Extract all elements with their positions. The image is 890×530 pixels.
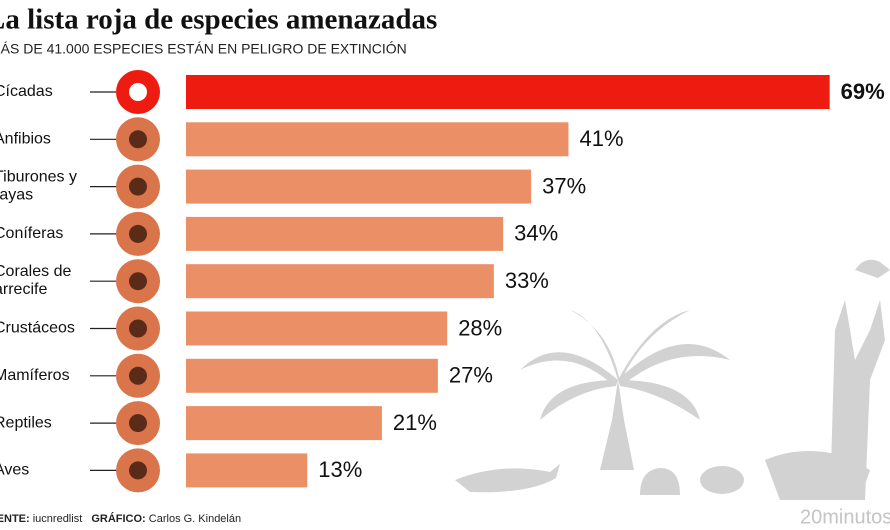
chart-subtitle: MÁS DE 41.000 ESPECIES ESTÁN EN PELIGRO … — [0, 41, 407, 57]
icon-glyph — [129, 130, 147, 149]
value-label: 33% — [505, 268, 549, 293]
bar — [186, 75, 830, 109]
credit-text: Carlos G. Kindelán — [149, 513, 241, 525]
icon-glyph — [129, 83, 147, 101]
bar — [186, 169, 532, 204]
logo: 20minutos — [800, 506, 890, 528]
value-label: 21% — [393, 410, 437, 435]
decoration — [455, 259, 890, 500]
value-label: 34% — [514, 221, 558, 246]
category-label: Mamíferos — [0, 367, 70, 384]
value-label: 27% — [449, 363, 493, 388]
value-label: 69% — [841, 79, 885, 104]
icon-glyph — [129, 177, 147, 196]
bar — [186, 358, 438, 393]
icon-glyph — [129, 224, 147, 243]
icon-glyph — [129, 319, 147, 338]
category-label: Anfibios — [0, 131, 51, 148]
category-label: Coníferas — [0, 225, 63, 242]
value-label: 13% — [318, 457, 362, 482]
category-label: Tiburones yrayas — [0, 169, 77, 204]
bar — [186, 264, 494, 299]
credit-label: GRÁFICO: — [91, 512, 145, 525]
value-label: 37% — [542, 173, 586, 198]
bar — [186, 122, 569, 157]
icon-glyph — [129, 461, 147, 480]
chart-title: La lista roja de especies amenazadas — [0, 4, 437, 36]
value-label: 41% — [579, 126, 623, 151]
icon-glyph — [129, 272, 147, 291]
bar — [186, 311, 448, 346]
value-label: 28% — [458, 315, 502, 340]
bar — [186, 406, 382, 441]
category-label: Crustáceos — [0, 320, 75, 337]
bar — [186, 453, 308, 488]
icon-glyph — [129, 414, 147, 433]
source-label: FUENTE: — [0, 513, 30, 525]
icon-glyph — [129, 366, 147, 385]
category-label: Reptiles — [0, 414, 52, 431]
category-label: Corales dearrecife — [0, 263, 71, 298]
category-label: Cícadas — [0, 83, 53, 100]
category-label: Aves — [0, 462, 29, 479]
source: FUENTE: iucnredlist GRÁFICO: Carlos G. K… — [0, 512, 241, 525]
bar — [186, 216, 504, 251]
source-text: iucnredlist — [33, 513, 83, 525]
